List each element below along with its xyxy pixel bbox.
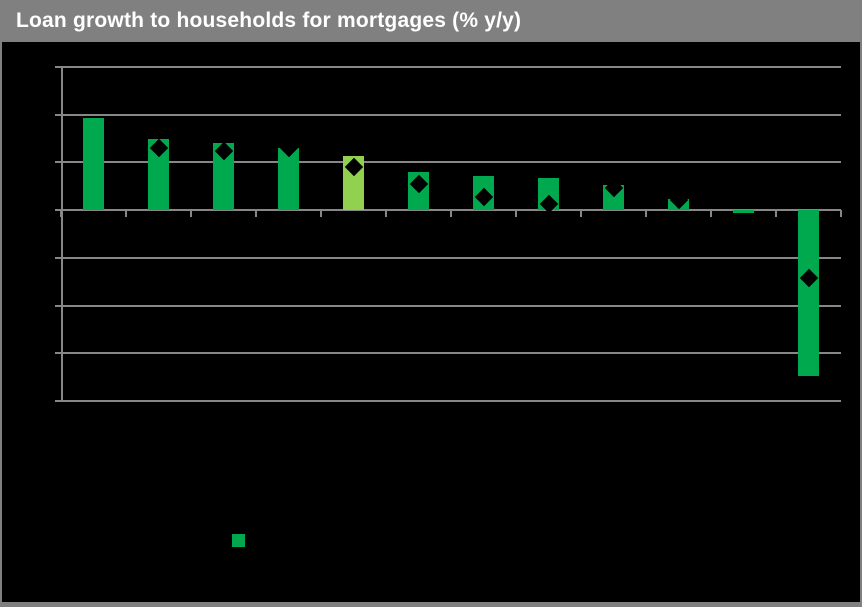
- gridline: [61, 352, 841, 355]
- bar: [733, 210, 754, 213]
- x-axis-tick: [840, 210, 842, 218]
- y-axis-tick: [55, 304, 61, 307]
- y-axis-tick: [55, 66, 61, 68]
- y-axis-tick: [55, 352, 61, 355]
- x-axis-tick: [125, 210, 127, 218]
- y-axis-tick: [55, 113, 61, 116]
- x-axis-tick: [645, 210, 647, 218]
- x-axis-tick: [515, 210, 517, 218]
- chart-title-bar: Loan growth to households for mortgages …: [2, 0, 860, 42]
- gridline: [61, 66, 841, 68]
- bar: [213, 143, 234, 211]
- legend-bar-series-swatch: [232, 534, 245, 547]
- y-axis-tick: [55, 400, 61, 402]
- x-axis-tick: [190, 210, 192, 218]
- x-axis-tick: [450, 210, 452, 218]
- x-axis-tick: [775, 210, 777, 218]
- gridline: [61, 113, 841, 116]
- x-axis-tick: [320, 210, 322, 218]
- gridline: [61, 256, 841, 259]
- x-axis-tick: [385, 210, 387, 218]
- x-axis-tick: [710, 210, 712, 218]
- bar: [278, 148, 299, 211]
- bar: [798, 210, 819, 376]
- y-axis: [61, 67, 63, 401]
- x-axis-tick: [60, 210, 62, 218]
- gridline: [61, 400, 841, 402]
- x-axis-tick: [255, 210, 257, 218]
- bar: [83, 118, 104, 211]
- x-axis-tick: [580, 210, 582, 218]
- gridline: [61, 161, 841, 164]
- y-axis-tick: [55, 209, 61, 212]
- chart-title: Loan growth to households for mortgages …: [16, 9, 522, 32]
- y-axis-tick: [55, 256, 61, 259]
- bar: [148, 138, 169, 211]
- gridline: [61, 304, 841, 307]
- y-axis-tick: [55, 161, 61, 164]
